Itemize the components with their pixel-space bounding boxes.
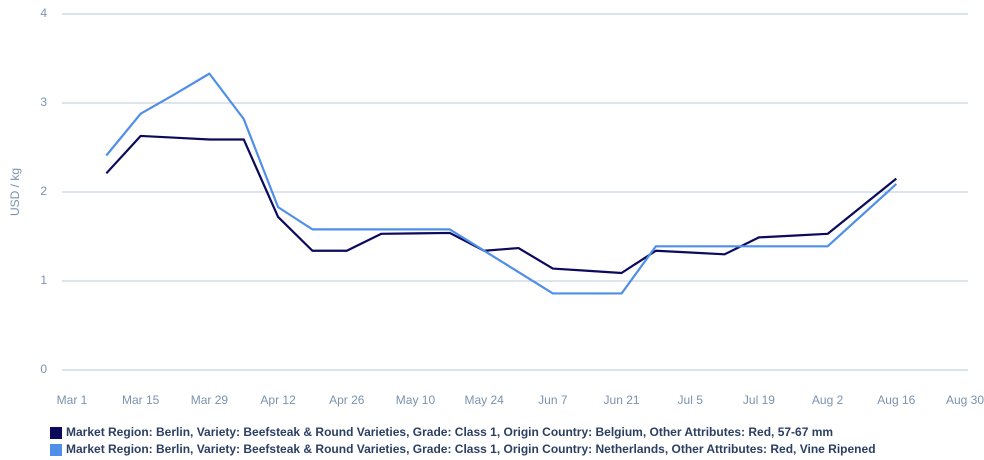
y-tick-label: 0 <box>40 362 47 376</box>
legend-swatch <box>50 444 62 456</box>
y-tick-label: 1 <box>40 273 47 287</box>
x-tick-label: Apr 12 <box>260 393 296 407</box>
y-tick-label: 2 <box>40 184 47 198</box>
y-tick-label: 3 <box>40 95 47 109</box>
legend-label: Market Region: Berlin, Variety: Beefstea… <box>66 425 833 439</box>
x-tick-label: Jun 7 <box>538 393 568 407</box>
x-tick-label: Jun 21 <box>604 393 640 407</box>
y-axis-label: USD / kg <box>8 168 22 216</box>
legend-swatch <box>50 427 62 439</box>
x-tick-label: Mar 1 <box>57 393 88 407</box>
x-tick-label: Apr 26 <box>329 393 365 407</box>
x-tick-label: May 24 <box>464 393 504 407</box>
legend-label: Market Region: Berlin, Variety: Beefstea… <box>66 442 876 456</box>
x-tick-label: Jul 5 <box>678 393 704 407</box>
x-tick-label: Mar 29 <box>191 393 229 407</box>
x-tick-label: Mar 15 <box>122 393 160 407</box>
series-line <box>105 134 897 275</box>
series-line <box>105 72 898 295</box>
y-tick-label: 4 <box>40 6 47 20</box>
x-tick-label: Jul 19 <box>743 393 775 407</box>
x-tick-label: Aug 16 <box>877 393 915 407</box>
x-tick-label: Aug 2 <box>812 393 844 407</box>
x-tick-label: Aug 30 <box>946 393 984 407</box>
x-tick-label: May 10 <box>396 393 436 407</box>
